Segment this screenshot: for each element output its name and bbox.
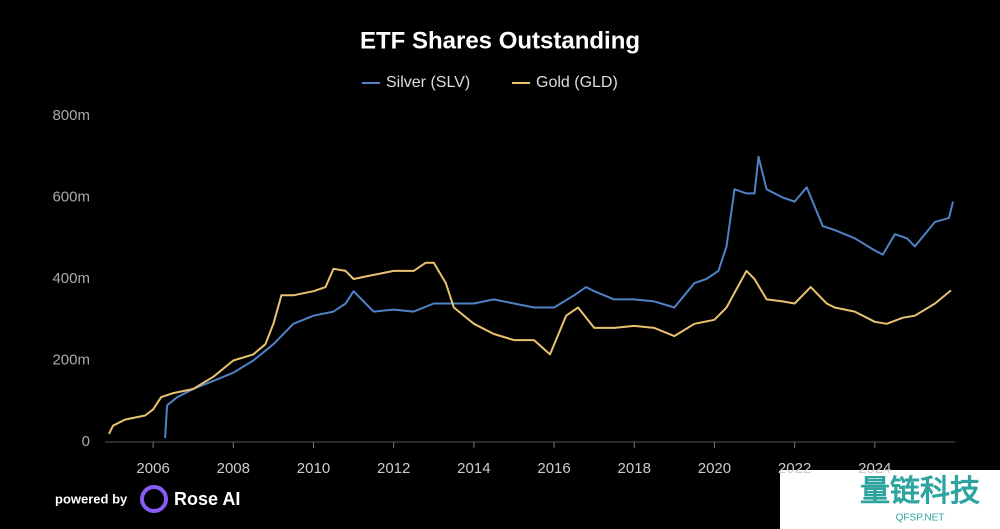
x-tick-label: 2024 (858, 460, 891, 477)
x-tick-label: 2008 (217, 460, 250, 477)
watermark-bg (780, 470, 1000, 529)
x-tick-label: 2016 (537, 460, 570, 477)
x-tick-label: 2006 (136, 460, 169, 477)
y-tick-label: 400m (52, 270, 90, 287)
legend-label: Silver (SLV) (386, 74, 470, 91)
x-tick-label: 2020 (698, 460, 731, 477)
y-tick-label: 800m (52, 107, 90, 124)
x-tick-label: 2014 (457, 460, 490, 477)
series-line (108, 261, 952, 435)
y-tick-label: 200m (52, 351, 90, 368)
x-tick-label: 2022 (778, 460, 811, 477)
x-tick-label: 2018 (618, 460, 651, 477)
logo (140, 485, 168, 513)
x-tick-label: 2012 (377, 460, 410, 477)
y-tick-label: 0 (82, 433, 90, 450)
chart-title: ETF Shares Outstanding (360, 27, 640, 54)
watermark: 量链科技 (860, 474, 980, 508)
series-line (164, 155, 954, 438)
brand: Rose AI (174, 489, 240, 509)
x-tick-label: 2010 (297, 460, 330, 477)
footer-text: powered by (55, 491, 128, 506)
watermark-site: QFSP.NET (896, 513, 945, 524)
legend-label: Gold (GLD) (536, 74, 618, 91)
y-tick-label: 600m (52, 188, 90, 205)
